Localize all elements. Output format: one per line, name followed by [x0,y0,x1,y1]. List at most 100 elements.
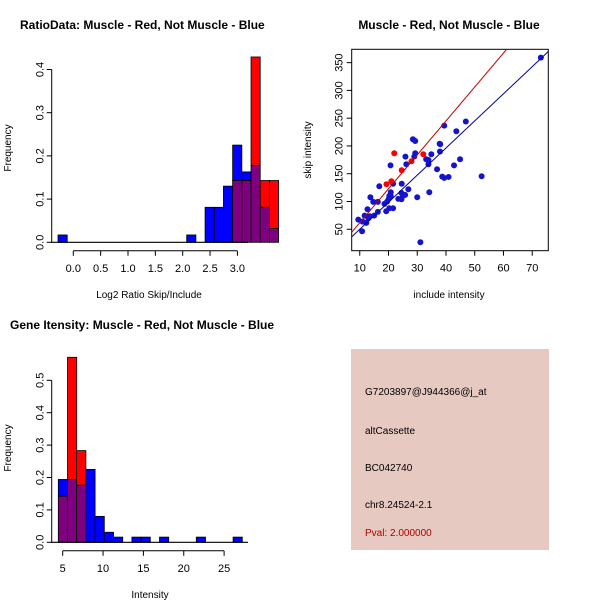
blue-point [364,206,371,213]
blue-bar [159,536,170,543]
blue-point [437,141,444,148]
blue-point [411,153,418,160]
y-tick-label: 0.3 [35,105,47,120]
gene-intensity-histogram-panel: Gene Itensity: Muscle - Red, Not Muscle … [3,318,274,600]
red-bar [268,180,279,229]
info-panel: G7203897@J944366@j_at altCassette BC0427… [351,349,549,550]
blue-point [451,162,458,169]
x-tick-label: 70 [526,263,538,275]
y-tick-label: 50 [334,223,346,235]
accession: BC042740 [365,463,413,474]
ratio-histogram-ylabel: Frequency [3,124,14,171]
x-tick-label: 30 [411,263,423,275]
blue-point [370,198,377,205]
y-tick-label: 150 [334,165,346,183]
x-tick-label: 20 [178,563,190,575]
y-tick-label: 0.0 [35,235,47,250]
blue-point [434,166,441,173]
red-bar [67,356,78,480]
blue-point [425,156,432,163]
blue-bar [113,536,124,543]
y-tick-label: 100 [334,192,346,210]
blue-bar [195,536,206,543]
blue-point [414,194,421,201]
blue-fit-line [351,51,549,238]
blue-point [405,186,412,193]
x-tick-label: 50 [469,263,481,275]
blue-bar [213,206,224,243]
blue-point [398,196,405,203]
x-tick-label: 15 [137,563,149,575]
x-tick-label: 1.0 [120,263,135,275]
y-tick-label: 0.1 [35,502,47,517]
blue-point [417,239,424,246]
blue-point [402,153,409,160]
blue-bar [57,479,68,497]
location: chr8.24524-2.1 [365,500,433,511]
overlap-bar [57,495,68,543]
scatter-title: Muscle - Red, Not Muscle - Blue [358,18,540,32]
red-bar [259,180,270,208]
red-point [388,178,395,185]
blue-bar [241,171,252,181]
x-tick-label: 40 [440,263,452,275]
y-tick-label: 0.2 [35,148,47,163]
x-tick-label: 20 [382,263,394,275]
blue-bar [85,468,96,543]
x-tick-label: 2.5 [202,263,217,275]
blue-point [376,183,383,190]
overlap-bar [259,206,270,243]
y-tick-label: 0.3 [35,437,47,452]
y-tick-label: 0.2 [35,470,47,485]
y-tick-label: 0.0 [35,535,47,550]
blue-point [359,218,366,225]
blue-bar [57,234,68,243]
x-tick-label: 0.0 [66,263,81,275]
pval: Pval: 2.000000 [365,528,432,539]
blue-bar [232,144,243,181]
y-tick-label: 0.1 [35,191,47,206]
y-tick-label: 0.4 [35,62,47,77]
ratio-histogram-title: RatioData: Muscle - Red, Not Muscle - Bl… [20,18,265,32]
x-tick-label: 10 [97,563,109,575]
y-tick-label: 0.4 [35,405,47,420]
blue-bar [232,536,243,543]
scatter-ylabel: skip intensity [303,121,314,178]
x-tick-label: 1.5 [148,263,163,275]
blue-point [398,180,405,187]
red-bar [250,56,261,166]
red-fit-line [351,49,508,233]
blue-bar [204,206,215,243]
blue-point [428,151,435,158]
overlap-bar [67,479,78,543]
y-tick-label: 0.5 [35,373,47,388]
blue-point [445,173,452,180]
gene-intensity-title: Gene Itensity: Muscle - Red, Not Muscle … [10,318,274,332]
blue-point [478,173,485,180]
gene-intensity-xlabel: Intensity [131,590,168,600]
blue-point [386,192,393,199]
blue-point [457,156,464,163]
y-tick-label: 300 [334,81,346,99]
overlap-bar [268,228,279,243]
blue-bar [131,536,142,543]
intensity-scatter-panel: Muscle - Red, Not Muscle - Blue include … [303,18,549,301]
red-point [391,150,398,157]
x-tick-label: 0.5 [93,263,108,275]
event-type: altCassette [365,426,415,437]
overlap-bar [76,484,87,543]
blue-point [453,128,460,135]
x-tick-label: 3.0 [230,263,245,275]
overlap-bar [232,180,243,243]
x-tick-label: 60 [497,263,509,275]
x-tick-label: 5 [60,563,66,575]
red-point [420,151,427,158]
info-background [351,349,549,550]
blue-point [412,137,419,144]
scatter-xlabel: include intensity [413,290,484,301]
blue-point [462,118,469,125]
blue-point [436,148,443,155]
plot-box [351,48,549,252]
ratio-histogram-xlabel: Log2 Ratio Skip/Include [96,290,202,301]
